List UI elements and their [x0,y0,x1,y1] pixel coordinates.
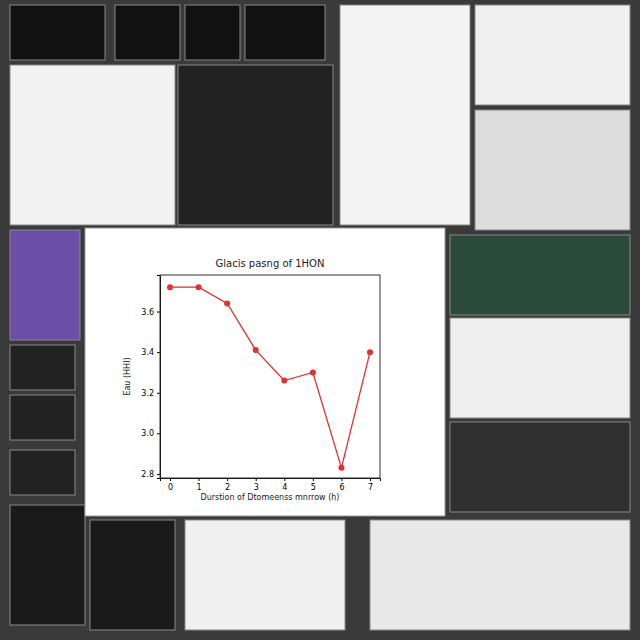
y-tick: 3.2 [141,389,160,398]
collage-panel [10,65,175,225]
x-axis-title: Durstion of Dtomeenss mnrrow (h) [200,493,339,502]
collage-panel [475,5,630,105]
x-tick-label: 6 [339,483,344,492]
x-tick: 1 [197,478,202,492]
x-tick: 2 [225,478,230,492]
collage-panel [450,235,630,315]
data-point [281,378,287,384]
x-tick: 3 [254,478,259,492]
data-point [367,349,373,355]
collage-panel [245,5,325,60]
collage-panel [340,5,470,225]
chart-panel [85,228,445,516]
y-tick: 2.8 [141,470,160,479]
collage-panel [10,230,80,340]
y-axis: 2.8 3.0 3.2 3.4 3.6 [141,276,160,480]
x-axis-line [161,479,381,482]
collage-panel [115,5,180,60]
x-tick-label: 5 [311,483,316,492]
chart-title: Glacis pasng of 1HON [216,258,325,269]
x-tick: 5 [311,478,316,492]
data-layer [167,284,373,471]
collage-background [10,5,630,630]
collage-panel [450,422,630,512]
x-tick-label: 7 [368,483,373,492]
x-tick-label: 0 [168,483,173,492]
x-tick: 6 [339,478,344,492]
x-tick: 7 [368,478,373,492]
y-tick-label: 3.6 [141,308,154,317]
collage-panel [450,318,630,418]
data-point [338,465,344,471]
data-point [196,284,202,290]
collage-panel [10,450,75,495]
y-tick: 3.6 [141,308,160,317]
collage-panel [10,395,75,440]
collage-panel [185,520,345,630]
y-tick-label: 3.2 [141,389,154,398]
data-point [310,369,316,375]
y-tick-label: 2.8 [141,470,154,479]
x-tick-label: 4 [282,483,287,492]
y-tick: 3.0 [141,429,160,438]
canvas: 0 1 2 3 4 5 6 7 2.8 3.0 3.2 3.4 3.6 Glacis pasng of 1… [0,0,640,640]
collage-panel [370,520,630,630]
y-tick-label: 3.4 [141,348,154,357]
collage-panel [475,110,630,230]
x-axis: 0 1 2 3 4 5 6 7 [161,478,381,492]
y-tick-label: 3.0 [141,429,154,438]
collage-panel [10,345,75,390]
x-tick: 4 [282,478,287,492]
plot-frame [160,275,380,478]
data-point [224,300,230,306]
x-tick: 0 [168,478,173,492]
x-tick-label: 1 [197,483,202,492]
collage-panel [10,505,85,625]
x-tick-label: 2 [225,483,230,492]
data-point [167,284,173,290]
collage-panel [90,520,175,630]
collage-panel [178,65,333,225]
y-axis-title: Eau (HHI) [123,357,132,395]
collage-panel [185,5,240,60]
y-tick: 3.4 [141,348,160,357]
collage-panel [10,5,105,60]
data-line [170,287,370,468]
data-point [253,347,259,353]
x-tick-label: 3 [254,483,259,492]
